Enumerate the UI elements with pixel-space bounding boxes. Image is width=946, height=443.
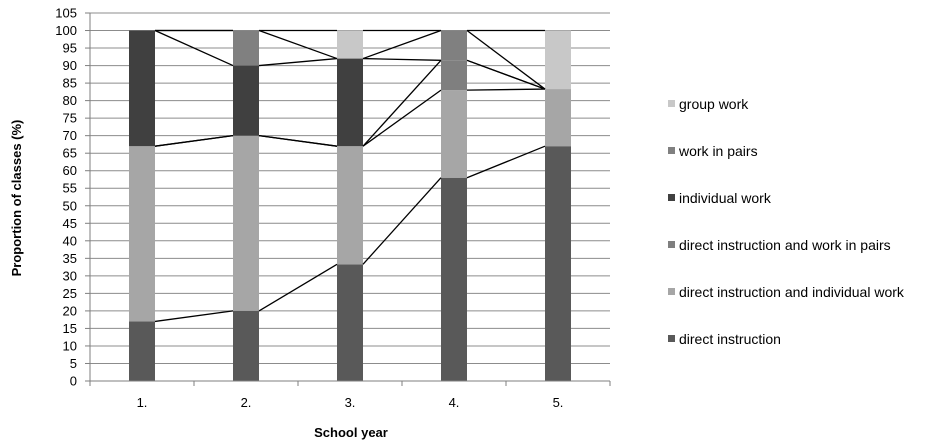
legend-label: work in pairs bbox=[679, 143, 758, 159]
series-connector-line bbox=[362, 57, 442, 61]
bar-segment bbox=[545, 89, 571, 147]
series-connector-line bbox=[154, 135, 234, 147]
legend-swatch bbox=[668, 335, 675, 342]
x-tick-label: 1. bbox=[137, 395, 148, 410]
y-tick-label: 45 bbox=[63, 216, 77, 231]
x-axis-ticks: 1. 2. 3. 4. 5. bbox=[89, 381, 611, 410]
series-connector-line bbox=[466, 30, 546, 90]
y-tick-label: 20 bbox=[63, 303, 77, 318]
bar-segment bbox=[233, 310, 259, 381]
series-connector-line bbox=[362, 177, 442, 265]
y-tick-label: 60 bbox=[63, 163, 77, 178]
series-connector-line bbox=[466, 145, 546, 179]
legend-swatch bbox=[668, 288, 675, 295]
legend-label: direct instruction and individual work bbox=[679, 284, 904, 300]
y-axis-title: Proportion of classes (%) bbox=[9, 120, 24, 277]
series-connector-line bbox=[466, 88, 546, 91]
x-tick-label: 3. bbox=[345, 395, 356, 410]
bar-segment bbox=[441, 30, 467, 61]
legend-label: direct instruction bbox=[679, 331, 781, 347]
series-connector-line bbox=[258, 263, 338, 312]
y-tick-label: 90 bbox=[63, 58, 77, 73]
y-tick-label: 85 bbox=[63, 76, 77, 91]
legend-label: group work bbox=[679, 96, 749, 112]
bar-segment bbox=[233, 65, 259, 136]
bar-segment bbox=[337, 264, 363, 381]
y-tick-label: 55 bbox=[63, 181, 77, 196]
series-connector-line bbox=[258, 57, 338, 67]
y-tick-label: 95 bbox=[63, 41, 77, 56]
bar-segment bbox=[233, 30, 259, 66]
x-tick-label: 5. bbox=[553, 395, 564, 410]
y-tick-label: 5 bbox=[70, 356, 77, 371]
bar-segment bbox=[545, 146, 571, 381]
y-tick-label: 30 bbox=[63, 268, 77, 283]
y-tick-label: 35 bbox=[63, 251, 77, 266]
legend-item: direct instruction and individual work bbox=[668, 283, 946, 302]
series-connector-line bbox=[362, 59, 442, 147]
legend-label: individual work bbox=[679, 190, 771, 206]
x-axis-title: School year bbox=[314, 425, 388, 440]
series-connector-line bbox=[154, 310, 234, 323]
legend-item: individual work bbox=[668, 189, 946, 208]
y-tick-label: 75 bbox=[63, 111, 77, 126]
legend-item: direct instruction and work in pairs bbox=[668, 236, 946, 255]
legend-item: group work bbox=[668, 95, 946, 114]
bar-segment bbox=[545, 30, 571, 90]
legend-item: work in pairs bbox=[668, 142, 946, 161]
bars bbox=[129, 30, 571, 381]
y-tick-label: 50 bbox=[63, 198, 77, 213]
x-tick-label: 4. bbox=[449, 395, 460, 410]
series-connector-line bbox=[362, 89, 442, 147]
y-tick-label: 100 bbox=[55, 23, 77, 38]
legend-item: direct instruction bbox=[668, 330, 946, 349]
legend-swatch bbox=[668, 147, 675, 154]
legend-swatch bbox=[668, 100, 675, 107]
bar-segment bbox=[129, 146, 155, 322]
y-tick-label: 80 bbox=[63, 93, 77, 108]
series-connector-line bbox=[362, 29, 442, 60]
y-tick-label: 70 bbox=[63, 128, 77, 143]
y-tick-label: 25 bbox=[63, 286, 77, 301]
bar-segment bbox=[233, 135, 259, 311]
bar-segment bbox=[129, 321, 155, 381]
bar-segment bbox=[441, 60, 467, 91]
y-tick-label: 65 bbox=[63, 146, 77, 161]
series-connector-line bbox=[258, 135, 338, 147]
y-tick-label: 0 bbox=[70, 374, 77, 389]
y-axis-ticks: 0 5 10 15 20 25 30 35 40 45 50 55 60 65 70 75 80 85 90 95 10… bbox=[55, 6, 90, 389]
y-tick-label: 105 bbox=[55, 6, 77, 21]
series-connector-line bbox=[258, 29, 338, 60]
bar-segment bbox=[337, 146, 363, 265]
legend-swatch bbox=[668, 241, 675, 248]
bar-segment bbox=[441, 90, 467, 178]
bar-segment bbox=[441, 177, 467, 381]
bar-segment bbox=[337, 58, 363, 147]
legend-label: direct instruction and work in pairs bbox=[679, 237, 891, 253]
bar-segment bbox=[337, 30, 363, 59]
series-connector-line bbox=[466, 59, 546, 90]
y-tick-label: 15 bbox=[63, 321, 77, 336]
x-tick-label: 2. bbox=[241, 395, 252, 410]
y-tick-label: 40 bbox=[63, 233, 77, 248]
legend-swatch bbox=[668, 194, 675, 201]
bar-segment bbox=[129, 30, 155, 147]
series-connector-line bbox=[154, 29, 234, 67]
y-tick-label: 10 bbox=[63, 338, 77, 353]
series-connector-lines bbox=[154, 29, 546, 323]
